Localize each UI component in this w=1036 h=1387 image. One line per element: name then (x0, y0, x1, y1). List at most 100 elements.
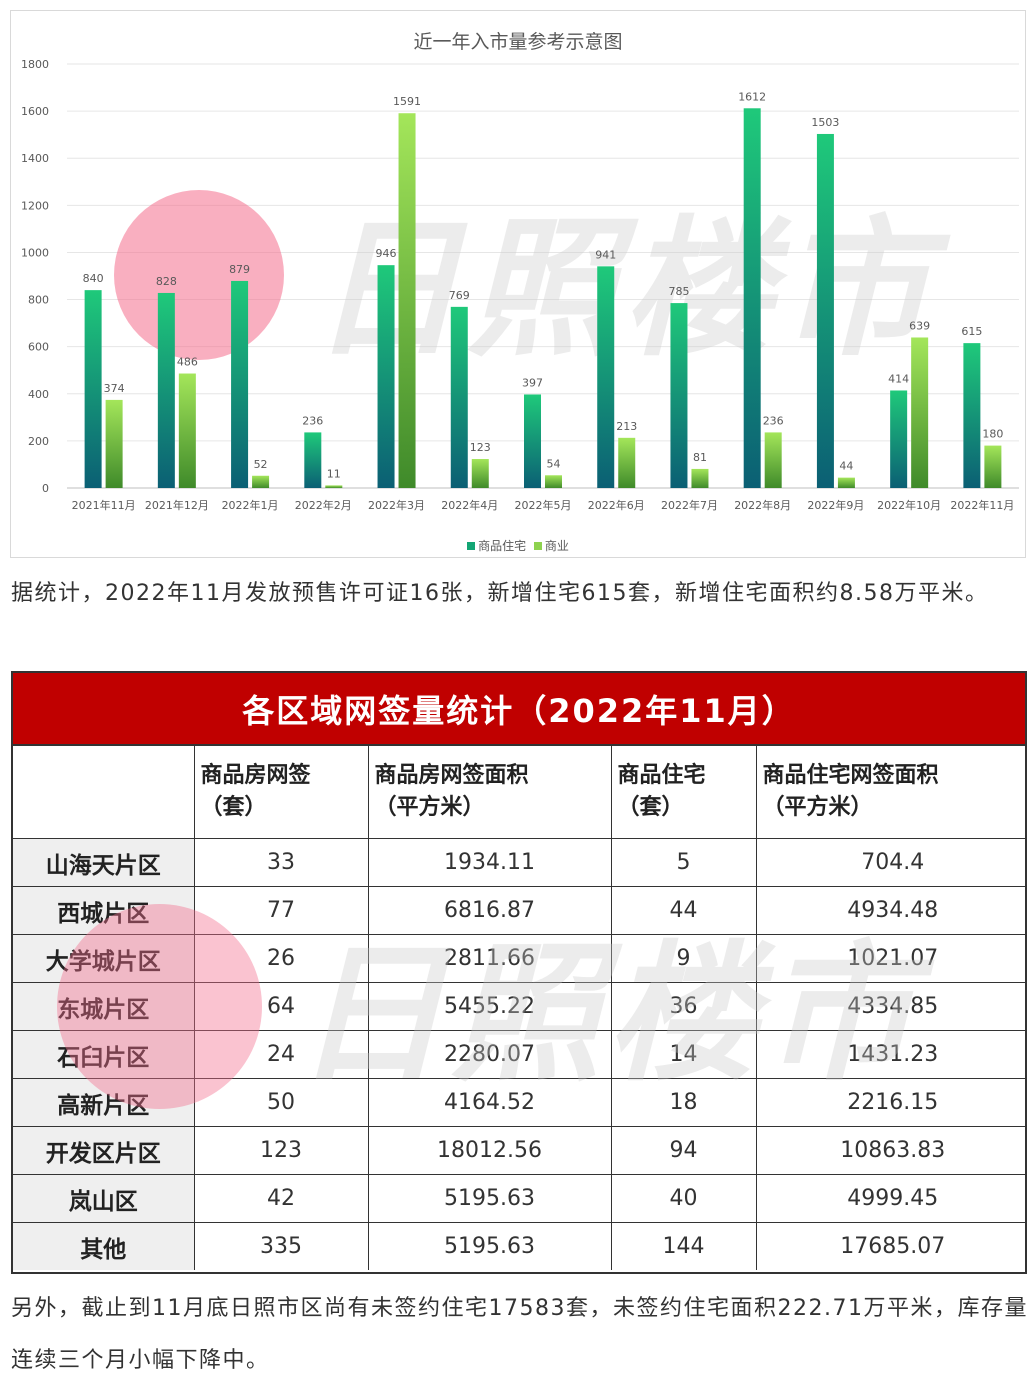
table-cell: 33 (193, 838, 369, 887)
x-tick-label: 2021年12月 (145, 498, 209, 512)
paragraph-stats: 据统计，2022年11月发放预售许可证16张，新增住宅615套，新增住宅面积约8… (11, 581, 989, 606)
y-tick-label: 1600 (21, 105, 49, 118)
table-title: 各区域网签量统计（2022年11月） (13, 673, 1025, 746)
table-cell: 14 (610, 1030, 757, 1079)
column-header-line: 商品房网签 (200, 763, 311, 788)
table-row: 高新片区 50 4164.52 18 2216.15 (13, 1078, 1025, 1127)
table-row: 山海天片区 33 1934.11 5 704.4 (13, 838, 1025, 887)
data-label: 941 (595, 248, 616, 261)
column-header-line: 商品住宅网签面积 (762, 763, 939, 788)
bar-series1 (450, 306, 468, 488)
bar-series1 (743, 108, 761, 488)
bar-series2 (398, 113, 416, 488)
table-cell: 4999.45 (755, 1174, 1025, 1223)
data-label: 615 (961, 325, 982, 338)
y-tick-label: 800 (28, 294, 49, 307)
table-cell: 42 (193, 1174, 369, 1223)
bar-series1 (304, 432, 322, 488)
district-name-cell: 西城片区 (13, 886, 195, 935)
legend-item-series1: 商品住宅 (467, 537, 526, 554)
y-tick-label: 1000 (21, 246, 49, 259)
chart-legend: 商品住宅 商业 (11, 537, 1025, 554)
bar-series2 (545, 475, 562, 488)
table-cell: 704.4 (755, 838, 1025, 887)
bar-series2 (178, 373, 196, 488)
district-table: 各区域网签量统计（2022年11月） 商品房网签 （套） 商品房网签面积 （平方米）商… (11, 671, 1027, 1274)
table-cell: 77 (193, 886, 369, 935)
x-tick-label: 2022年2月 (295, 498, 352, 512)
data-label: 828 (156, 275, 177, 288)
table-row: 开发区片区 123 18012.56 94 10863.83 (13, 1126, 1025, 1175)
column-header-line: （平方米） (374, 795, 485, 820)
table-cell: 17685.07 (755, 1222, 1025, 1270)
table-row: 岚山区 42 5195.63 40 4999.45 (13, 1174, 1025, 1223)
table-cell: 44 (610, 886, 757, 935)
table-cell: 6816.87 (367, 886, 612, 935)
data-label: 236 (763, 414, 784, 427)
bar-series2 (618, 437, 636, 488)
table-cell: 2216.15 (755, 1078, 1025, 1127)
bar-series2 (252, 475, 270, 488)
data-label: 1503 (811, 116, 839, 129)
table-cell: 5455.22 (367, 982, 612, 1031)
column-header: 商品房网签 （套） (193, 746, 369, 839)
data-label: 54 (547, 457, 561, 470)
data-label: 374 (104, 382, 125, 395)
data-label: 11 (327, 467, 341, 480)
table-cell: 64 (193, 982, 369, 1031)
column-header-line: 商品住宅 (617, 763, 706, 788)
table-cell: 4334.85 (755, 982, 1025, 1031)
column-header-line: （套） (617, 795, 684, 820)
table-row: 石臼片区 24 2280.07 14 1431.23 (13, 1030, 1025, 1079)
table-cell: 9 (610, 934, 757, 983)
x-tick-label: 2022年10月 (877, 498, 941, 512)
data-label: 123 (470, 441, 491, 454)
table-cell: 10863.83 (755, 1126, 1025, 1175)
table-cell: 50 (193, 1078, 369, 1127)
table-body: 山海天片区 33 1934.11 5 704.4 西城片区 77 6816.87 44 4934.… (13, 838, 1025, 1270)
table-cell: 1431.23 (755, 1030, 1025, 1079)
data-label: 486 (177, 356, 198, 369)
table-cell: 36 (610, 982, 757, 1031)
y-tick-label: 600 (28, 341, 49, 354)
table-cell: 2811.66 (367, 934, 612, 983)
district-name-cell: 开发区片区 (13, 1126, 195, 1175)
table-cell: 40 (610, 1174, 757, 1223)
district-name-cell: 高新片区 (13, 1078, 195, 1127)
table-header-row: 商品房网签 （套） 商品房网签面积 （平方米） 商品住宅 （套） 商品住宅网签面积 （平方米） (13, 746, 1025, 839)
table-cell: 26 (193, 934, 369, 983)
district-name-cell: 岚山区 (13, 1174, 195, 1223)
data-label: 81 (693, 451, 707, 464)
bar-series2 (984, 445, 1002, 488)
column-header: 商品房网签面积 （平方米） (367, 746, 612, 839)
data-label: 879 (229, 263, 250, 276)
table-cell: 5 (610, 838, 757, 887)
legend-label-series2: 商业 (544, 539, 569, 553)
column-header-line: 商品房网签面积 (374, 763, 529, 788)
data-label: 1591 (393, 95, 421, 108)
legend-swatch-series1 (467, 541, 476, 550)
y-tick-label: 1200 (21, 199, 49, 212)
table-cell: 94 (610, 1126, 757, 1175)
table-cell: 1021.07 (755, 934, 1025, 983)
x-tick-label: 2022年8月 (734, 498, 791, 512)
data-label: 840 (83, 272, 104, 285)
data-label: 414 (888, 372, 909, 385)
y-tick-label: 1400 (21, 152, 49, 165)
table-cell: 1934.11 (367, 838, 612, 887)
bar-series1 (377, 265, 395, 488)
district-name-cell: 石臼片区 (13, 1030, 195, 1079)
legend-label-series1: 商品住宅 (478, 539, 527, 553)
bar-series2 (837, 477, 855, 488)
x-tick-label: 2022年3月 (368, 498, 425, 512)
table-cell: 123 (193, 1126, 369, 1175)
paragraph-inventory: 另外，截止到11月底日照市区尚有未签约住宅17583套，未签约住宅面积222.7… (11, 1296, 1028, 1373)
table-row: 其他 335 5195.63 144 17685.07 (13, 1222, 1025, 1270)
data-label: 639 (909, 319, 930, 332)
data-label: 769 (449, 289, 470, 302)
x-tick-label: 2022年6月 (588, 498, 645, 512)
table-cell: 144 (610, 1222, 757, 1270)
bar-series1 (963, 343, 981, 488)
bar-chart: 日照楼市 0 200 400 600 800 1000 1200 1400 1600 1800 84… (10, 10, 1026, 558)
table-cell: 4164.52 (367, 1078, 612, 1127)
